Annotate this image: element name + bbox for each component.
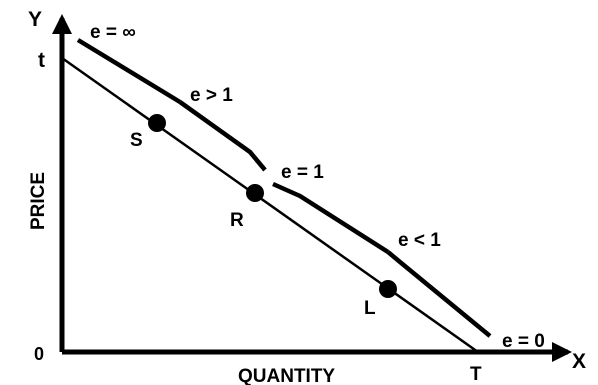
elasticity-curve bbox=[76, 38, 492, 338]
elasticity-zero-label: e = 0 bbox=[502, 331, 545, 352]
curve-segment-1 bbox=[76, 38, 182, 104]
x-intercept-label: T bbox=[470, 364, 482, 385]
y-intercept-label: t bbox=[38, 49, 45, 72]
elasticity-less-label: e < 1 bbox=[398, 230, 441, 251]
y-axis-label: PRICE bbox=[28, 172, 49, 230]
demand-line bbox=[61, 56, 479, 354]
x-axis-letter: X bbox=[572, 350, 586, 373]
elasticity-infinite-label: e = ∞ bbox=[90, 22, 136, 43]
elasticity-unit-label: e = 1 bbox=[281, 162, 324, 183]
point-l-marker bbox=[379, 280, 397, 298]
point-s-label: S bbox=[130, 130, 143, 151]
point-s-marker bbox=[148, 114, 166, 132]
y-axis-letter: Y bbox=[28, 8, 42, 31]
x-axis-label: QUANTITY bbox=[238, 366, 335, 385]
curve-segment-4 bbox=[386, 250, 492, 338]
curve-segment-2 bbox=[178, 100, 267, 172]
point-r-label: R bbox=[230, 210, 244, 231]
curve-segment-3 bbox=[272, 181, 390, 254]
point-r-marker bbox=[246, 184, 264, 202]
elasticity-greater-label: e > 1 bbox=[190, 85, 233, 106]
origin-label: 0 bbox=[34, 344, 44, 364]
point-l-label: L bbox=[364, 298, 376, 319]
